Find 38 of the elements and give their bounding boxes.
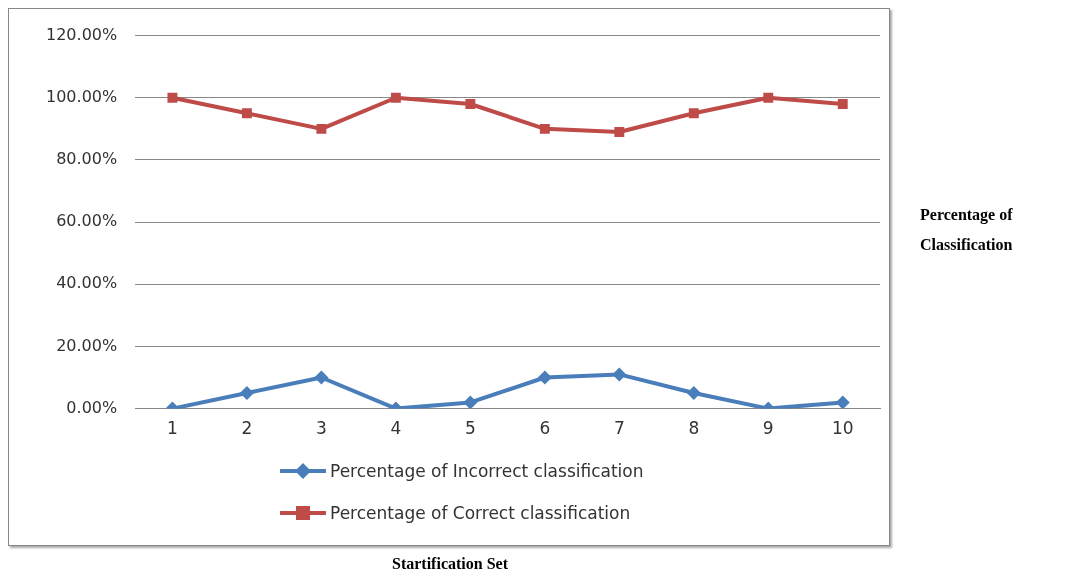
- legend-label: Percentage of Incorrect classification: [330, 461, 644, 481]
- x-tick-label: 9: [762, 418, 774, 439]
- legend-label: Percentage of Correct classification: [330, 503, 631, 523]
- x-tick-label: 4: [390, 418, 402, 439]
- x-tick-label: 3: [315, 418, 327, 439]
- y-axis-title: Percentage of Classification: [920, 205, 1014, 255]
- point: [686, 386, 701, 401]
- y-tick-label: 0.00%: [66, 397, 118, 417]
- point: [167, 92, 178, 103]
- x-tick-label: 7: [613, 418, 625, 439]
- point: [241, 108, 252, 119]
- point: [239, 386, 254, 401]
- point: [763, 92, 774, 103]
- x-tick-label: 10: [831, 418, 854, 439]
- y-tick-label: 100.00%: [46, 86, 118, 106]
- point: [537, 370, 552, 385]
- point: [463, 395, 478, 409]
- y-tick-label: 80.00%: [56, 149, 118, 169]
- point: [835, 395, 850, 409]
- y-tick-label: 120.00%: [46, 24, 118, 44]
- point: [539, 123, 550, 134]
- point: [837, 99, 848, 109]
- point: [612, 367, 627, 382]
- y-tick-label: 60.00%: [56, 211, 118, 231]
- text: Startification Set: [391, 555, 509, 573]
- point: [316, 123, 327, 134]
- point: [465, 99, 476, 109]
- point: [688, 108, 699, 119]
- y-tick-label: 20.00%: [56, 335, 118, 355]
- point: [614, 127, 625, 137]
- y-tick-label: 40.00%: [56, 273, 118, 293]
- x-tick-label: 8: [688, 418, 700, 439]
- x-tick-label: 6: [539, 418, 551, 439]
- x-tick-label: 2: [241, 418, 253, 439]
- point: [314, 370, 329, 385]
- x-tick-label: 5: [464, 418, 476, 439]
- point: [390, 92, 401, 103]
- x-tick-label: 1: [167, 418, 178, 439]
